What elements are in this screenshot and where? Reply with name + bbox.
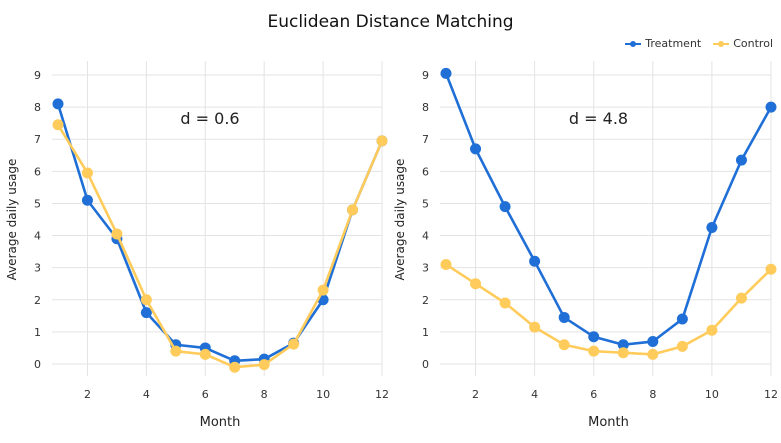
data-point-control [258, 359, 270, 371]
data-point-control [347, 204, 359, 216]
legend-swatch-treatment [625, 40, 642, 48]
y-tick-label: 7 [422, 133, 429, 146]
y-tick-label: 8 [422, 101, 429, 114]
y-tick-label: 3 [34, 262, 41, 275]
data-point-treatment [529, 255, 541, 267]
x-tick-label: 8 [261, 388, 268, 401]
data-point-control [376, 135, 388, 147]
y-tick-label: 4 [34, 230, 41, 243]
data-point-treatment [499, 201, 511, 213]
legend-item-treatment[interactable]: Treatment [625, 37, 701, 50]
distance-annotation: d = 4.8 [569, 109, 628, 128]
series-line-control [445, 263, 772, 356]
data-point-treatment [52, 98, 64, 110]
x-tick-label: 12 [375, 388, 389, 401]
x-tick-label: 10 [705, 388, 719, 401]
x-tick-label: 6 [202, 388, 209, 401]
data-point-control [588, 345, 600, 357]
y-tick-label: 4 [422, 230, 429, 243]
data-point-control [765, 263, 777, 275]
y-tick-label: 9 [34, 69, 41, 82]
data-point-treatment [765, 101, 777, 113]
data-point-control [706, 324, 718, 336]
legend-item-control[interactable]: Control [713, 37, 773, 50]
data-point-control [111, 228, 123, 240]
data-point-treatment [81, 194, 93, 206]
y-tick-label: 1 [34, 326, 41, 339]
series-line-treatment [444, 72, 773, 347]
data-point-control [558, 339, 570, 351]
distance-annotation: d = 0.6 [180, 109, 239, 128]
data-point-control [140, 294, 152, 306]
data-point-control [170, 345, 182, 357]
x-axis-label: Month [588, 415, 629, 430]
data-point-treatment [440, 67, 452, 79]
y-tick-label: 5 [34, 197, 41, 210]
legend-label-control: Control [733, 37, 773, 50]
data-point-control [499, 297, 511, 309]
y-tick-label: 7 [34, 133, 41, 146]
data-point-treatment [140, 307, 152, 319]
data-point-control [288, 338, 300, 350]
data-point-treatment [558, 311, 570, 323]
data-point-control [81, 167, 93, 179]
y-tick-label: 6 [422, 165, 429, 178]
data-point-control [440, 258, 452, 270]
x-tick-label: 4 [531, 388, 538, 401]
y-tick-label: 6 [34, 165, 41, 178]
x-tick-label: 2 [84, 388, 91, 401]
data-point-control [676, 340, 688, 352]
y-tick-label: 0 [422, 358, 429, 371]
data-point-treatment [647, 336, 659, 348]
y-tick-label: 2 [34, 294, 41, 307]
x-axis-label: Month [200, 415, 241, 430]
x-tick-label: 8 [649, 388, 656, 401]
series-line-treatment [56, 103, 384, 363]
legend-swatch-control [713, 40, 730, 48]
series-line-control [56, 124, 384, 369]
data-point-control [317, 284, 329, 296]
data-point-treatment [676, 313, 688, 325]
y-tick-label: 2 [422, 294, 429, 307]
data-point-control [470, 278, 482, 290]
data-point-control [529, 321, 541, 333]
y-tick-label: 5 [422, 197, 429, 210]
y-tick-label: 3 [422, 262, 429, 275]
data-point-treatment [735, 154, 747, 166]
x-tick-label: 12 [764, 388, 778, 401]
x-tick-label: 10 [316, 388, 330, 401]
data-point-control [229, 361, 241, 373]
data-point-control [199, 348, 211, 360]
chart-title: Euclidean Distance Matching [267, 12, 514, 32]
y-tick-label: 8 [34, 101, 41, 114]
data-point-treatment [706, 222, 718, 234]
x-tick-label: 2 [472, 388, 479, 401]
y-tick-label: 1 [422, 326, 429, 339]
y-tick-label: 0 [34, 358, 41, 371]
data-point-control [52, 119, 64, 131]
data-point-treatment [588, 331, 600, 343]
data-point-control [647, 348, 659, 360]
data-point-control [735, 292, 747, 304]
y-axis-label: Average daily usage [5, 159, 19, 281]
data-point-treatment [617, 339, 629, 351]
legend: Treatment Control [625, 37, 773, 50]
y-tick-label: 9 [422, 69, 429, 82]
data-point-control [617, 347, 629, 359]
y-axis-label: Average daily usage [393, 159, 407, 281]
x-tick-label: 6 [590, 388, 597, 401]
data-point-treatment [470, 143, 482, 155]
legend-label-treatment: Treatment [645, 37, 702, 50]
x-tick-label: 4 [143, 388, 150, 401]
